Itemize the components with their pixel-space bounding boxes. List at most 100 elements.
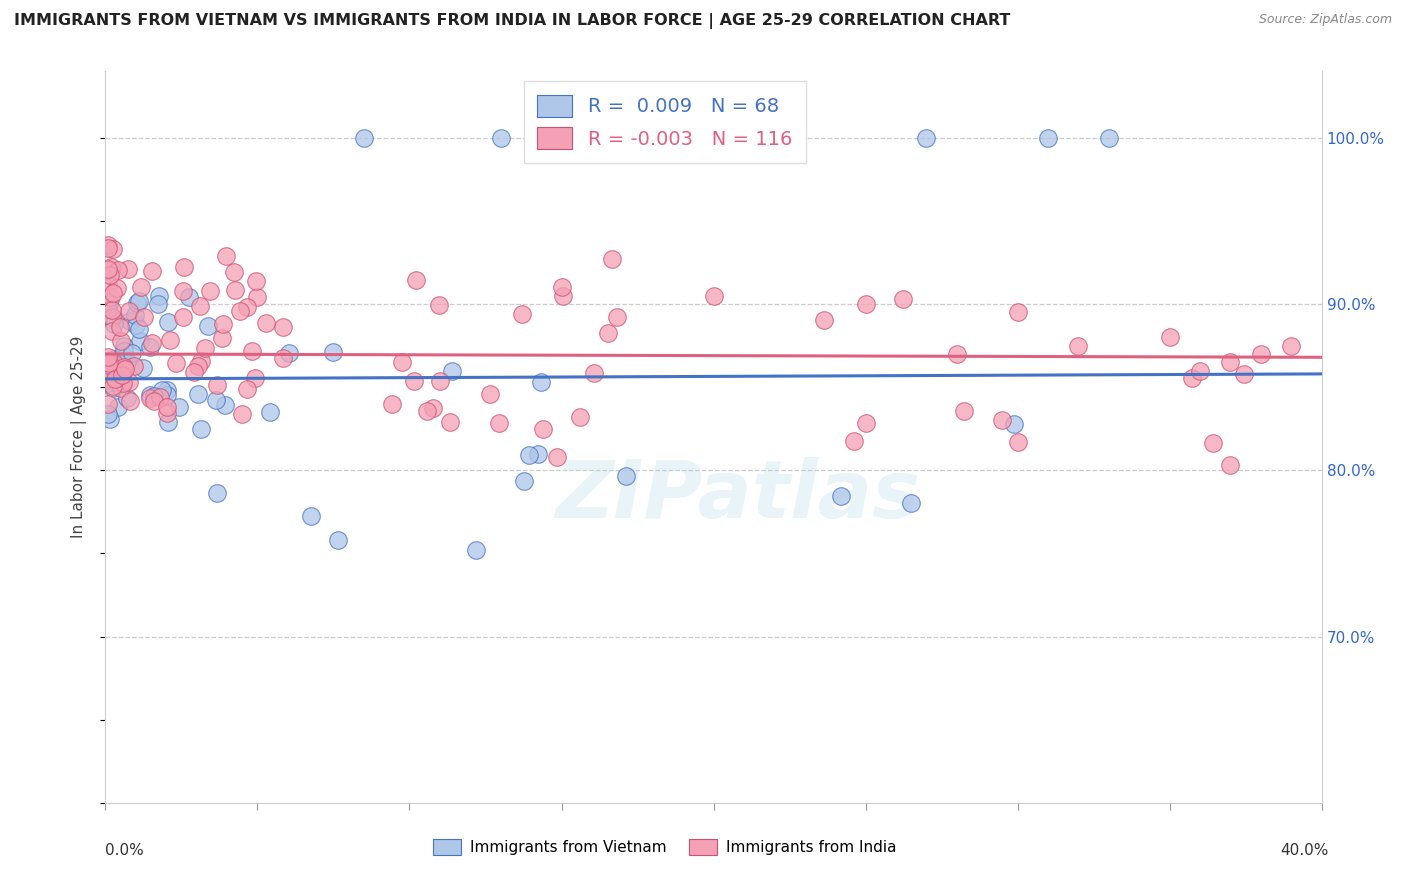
Point [138, 388, 160, 402]
Point [1188, 363, 1211, 377]
Point [190, 354, 212, 368]
Point [173, 260, 195, 275]
Point [945, 347, 967, 361]
Point [97, 261, 120, 276]
Point [105, 280, 128, 294]
Point [103, 318, 125, 332]
Point [512, 308, 534, 322]
Point [214, 398, 236, 412]
Point [165, 356, 187, 370]
Point [550, 280, 572, 294]
Point [103, 355, 125, 369]
Point [117, 375, 139, 389]
Point [526, 447, 548, 461]
Point [513, 475, 536, 489]
Point [488, 416, 510, 430]
Point [120, 314, 142, 328]
Point [132, 310, 155, 325]
Point [98, 357, 121, 371]
Point [479, 387, 502, 401]
Point [97, 237, 120, 252]
Point [100, 290, 122, 304]
Point [101, 310, 124, 325]
Point [531, 422, 554, 436]
Point [101, 243, 124, 257]
Point [97, 358, 120, 372]
Point [103, 285, 125, 300]
Point [142, 389, 165, 403]
Point [952, 404, 974, 418]
Point [616, 468, 638, 483]
Point [115, 353, 138, 368]
Point [172, 310, 194, 324]
Point [259, 405, 281, 419]
Point [131, 279, 153, 293]
Point [156, 406, 179, 420]
Point [118, 394, 141, 409]
Point [606, 310, 628, 325]
Point [489, 131, 512, 145]
Point [141, 336, 163, 351]
Point [1233, 367, 1256, 381]
Point [97, 372, 120, 386]
Point [124, 308, 146, 322]
Point [582, 367, 605, 381]
Point [149, 390, 172, 404]
Point [194, 342, 217, 356]
Point [551, 289, 574, 303]
Point [429, 374, 451, 388]
Point [1181, 370, 1204, 384]
Point [190, 422, 212, 436]
Point [198, 284, 221, 298]
Point [188, 299, 211, 313]
Point [405, 273, 427, 287]
Point [830, 489, 852, 503]
Point [322, 344, 344, 359]
Point [416, 403, 439, 417]
Point [546, 450, 568, 464]
Point [900, 496, 922, 510]
Point [187, 387, 209, 401]
Point [122, 359, 145, 373]
Point [138, 391, 160, 405]
Point [441, 364, 464, 378]
Point [97, 396, 120, 410]
Point [101, 324, 124, 338]
Point [702, 289, 725, 303]
Point [112, 339, 135, 353]
Point [915, 131, 938, 145]
Point [114, 351, 136, 365]
Point [353, 131, 375, 145]
Point [138, 340, 160, 354]
Point [143, 393, 166, 408]
Point [1036, 131, 1059, 145]
Point [97, 407, 120, 421]
Point [402, 374, 425, 388]
Point [299, 509, 322, 524]
Point [125, 296, 148, 310]
Point [229, 304, 252, 318]
Point [1219, 458, 1241, 473]
Point [103, 381, 125, 395]
Point [97, 241, 120, 255]
Point [97, 367, 120, 381]
Point [1007, 434, 1029, 449]
Point [156, 415, 179, 429]
Point [97, 303, 120, 318]
Legend: Immigrants from Vietnam, Immigrants from India: Immigrants from Vietnam, Immigrants from… [427, 833, 903, 861]
Point [271, 319, 294, 334]
Point [156, 388, 179, 402]
Point [97, 350, 120, 364]
Point [596, 326, 619, 340]
Point [114, 361, 136, 376]
Point [108, 365, 131, 379]
Point [1098, 131, 1121, 145]
Point [602, 252, 624, 266]
Point [779, 131, 801, 145]
Point [107, 263, 129, 277]
Point [1007, 305, 1029, 319]
Point [117, 304, 139, 318]
Point [110, 334, 132, 348]
Text: IMMIGRANTS FROM VIETNAM VS IMMIGRANTS FROM INDIA IN LABOR FORCE | AGE 25-29 CORR: IMMIGRANTS FROM VIETNAM VS IMMIGRANTS FR… [14, 13, 1011, 29]
Point [186, 359, 208, 373]
